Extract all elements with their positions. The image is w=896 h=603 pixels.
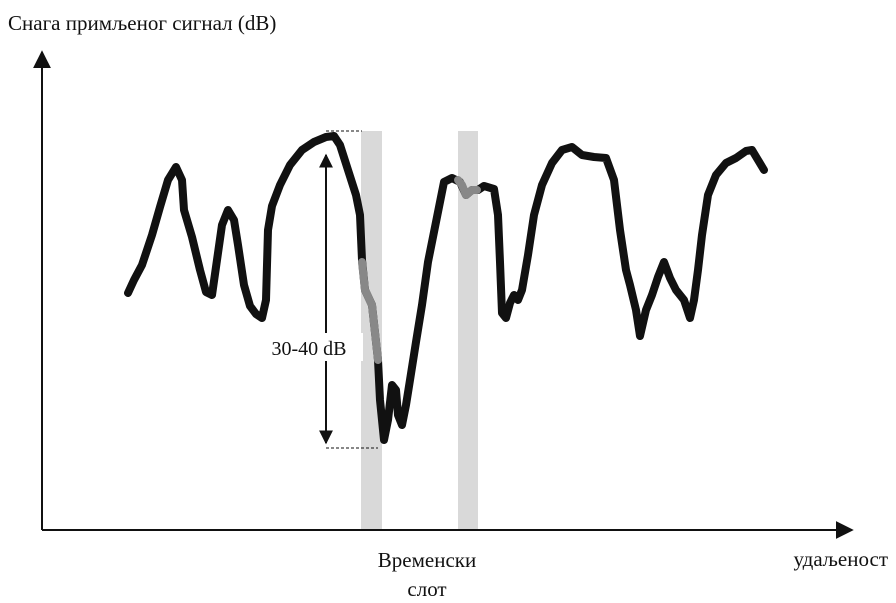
time-slot-label-line1: Временски [378,548,476,572]
x-axis-title: удаљеност [793,547,888,571]
fade-depth-label-bg [256,333,363,361]
slot-2-signal-segment [454,176,481,199]
signal-trace [124,132,768,444]
slot-1-signal-segment [358,258,382,364]
y-axis-title: Снага примљеног сигнал (dB) [8,11,276,35]
time-slot-band-2 [458,131,478,530]
time-slot-label-line2: слот [407,577,446,601]
fade-depth-label: 30-40 dB [272,338,347,360]
